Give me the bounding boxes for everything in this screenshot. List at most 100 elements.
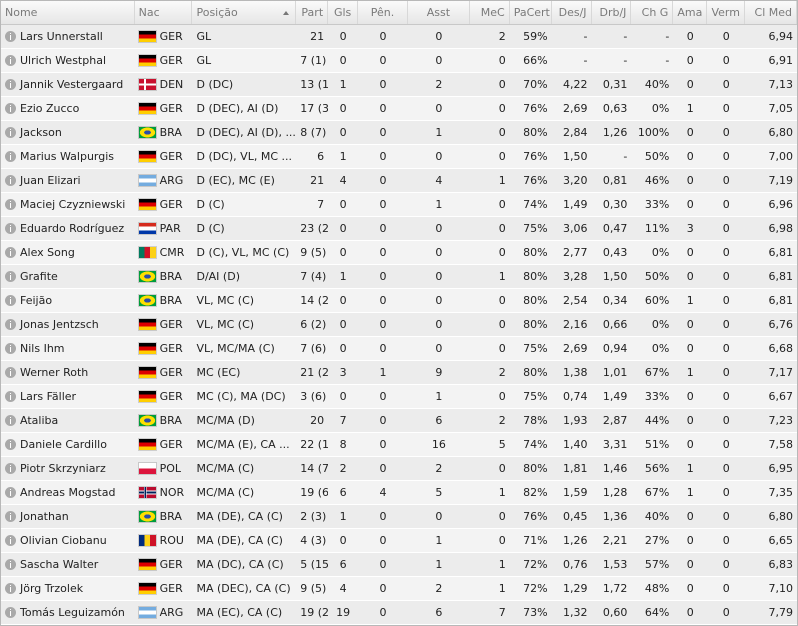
position-cell: D (DEC), AI (D) <box>192 97 296 120</box>
column-header[interactable]: Part <box>296 1 329 24</box>
player-row[interactable]: Jackson BRA D (DEC), AI (D), ... 8 (7) 0 0 1 0 8… <box>1 121 797 145</box>
info-icon[interactable] <box>5 271 16 282</box>
appearances: 7 (1) <box>300 54 327 67</box>
info-icon[interactable] <box>5 295 16 306</box>
info-icon[interactable] <box>5 223 16 234</box>
goals: 0 <box>339 390 347 403</box>
info-icon[interactable] <box>5 127 16 138</box>
tackles-per-game: - <box>583 54 588 67</box>
player-row[interactable]: Juan Elizari ARG D (EC), MC (E) 21 4 0 4 1 76% 3,… <box>1 169 797 193</box>
yellow-cards-cell: 1 <box>673 457 707 480</box>
column-header[interactable]: Cl Med <box>745 1 797 24</box>
player-row[interactable]: Daniele Cardillo GER MC/MA (E), CA ... 22 (… <box>1 433 797 457</box>
column-header[interactable]: PaCert <box>510 1 552 24</box>
player-row[interactable]: Andreas Mogstad NOR MC/MA (C) 19 (6) 6 4 5 1 82%… <box>1 481 797 505</box>
info-icon[interactable] <box>5 31 16 42</box>
pass-pct: 80% <box>523 462 548 475</box>
player-row[interactable]: Alex Song CMR D (C), VL, MC (C) 9 (5) 0 0 0 0 80… <box>1 241 797 265</box>
player-row[interactable]: Werner Roth GER MC (EC) 21 (2) 3 1 9 2 80% 1,38 1,… <box>1 361 797 385</box>
tackles-per-game: 1,93 <box>563 414 588 427</box>
avg-rating-cell: 7,00 <box>745 145 797 168</box>
goals-cell: 0 <box>328 385 358 408</box>
player-row[interactable]: Ulrich Westphal GER GL 7 (1) 0 0 0 0 66% - - - 0 0 6,9… <box>1 49 797 73</box>
info-icon[interactable] <box>5 583 16 594</box>
column-header[interactable]: Posição <box>192 1 297 24</box>
player-row[interactable]: Grafite BRA D/AI (D) 7 (4) 1 0 0 1 80% 3,28 1,50 50… <box>1 265 797 289</box>
column-header[interactable]: Ama <box>673 1 708 24</box>
name: Ataliba <box>20 414 59 427</box>
info-icon[interactable] <box>5 535 16 546</box>
info-icon[interactable] <box>5 319 16 330</box>
name: Jörg Trzolek <box>20 582 84 595</box>
column-header[interactable]: Drb/J <box>592 1 632 24</box>
info-icon[interactable] <box>5 607 16 618</box>
player-row[interactable]: Jonas Jentzsch GER VL, MC (C) 6 (2) 0 0 0 0 80% 2… <box>1 313 797 337</box>
avg-rating: 7,23 <box>768 414 794 427</box>
info-icon[interactable] <box>5 511 16 522</box>
player-row[interactable]: Lars Unnerstall GER GL 21 0 0 0 2 59% - - - 0 0 6,94 <box>1 25 797 49</box>
tackles-per-game-cell: 1,26 <box>552 529 592 552</box>
info-icon[interactable] <box>5 79 16 90</box>
player-row[interactable]: Jörg Trzolek GER MA (DEC), CA (C) 9 (5) 4 0 2 1… <box>1 577 797 601</box>
info-icon[interactable] <box>5 415 16 426</box>
info-icon[interactable] <box>5 175 16 186</box>
info-icon[interactable] <box>5 199 16 210</box>
player-row[interactable]: Marius Walpurgis GER D (DC), VL, MC ... 6 1 0… <box>1 145 797 169</box>
penalties-cell: 0 <box>358 337 408 360</box>
yellow-cards-cell: 0 <box>673 121 707 144</box>
info-icon[interactable] <box>5 151 16 162</box>
nation: CMR <box>159 246 185 259</box>
column-header[interactable]: Pên. <box>358 1 408 24</box>
info-icon[interactable] <box>5 343 16 354</box>
player-row[interactable]: Eduardo Rodríguez PAR D (C) 23 (2) 0 0 0 0 75% 3,… <box>1 217 797 241</box>
info-icon[interactable] <box>5 559 16 570</box>
column-header[interactable]: Nac <box>135 1 193 24</box>
appearances-cell: 21 <box>296 169 328 192</box>
column-header[interactable]: Des/J <box>552 1 592 24</box>
info-icon[interactable] <box>5 367 16 378</box>
name-cell: Marius Walpurgis <box>1 145 135 168</box>
pass-pct: 70% <box>523 78 548 91</box>
penalties-cell: 0 <box>358 601 408 624</box>
player-of-match-cell: 0 <box>470 505 510 528</box>
dribbles-per-game: 1,53 <box>602 558 628 571</box>
player-row[interactable]: Jonathan BRA MA (DE), CA (C) 2 (3) 1 0 0 0 76% 0,… <box>1 505 797 529</box>
info-icon[interactable] <box>5 487 16 498</box>
assists-cell: 0 <box>408 97 470 120</box>
player-row[interactable]: Maciej Czyzniewski GER D (C) 7 0 0 1 0 74% 1,49 0,… <box>1 193 797 217</box>
column-header[interactable]: Nome <box>1 1 135 24</box>
player-row[interactable]: Sascha Walter GER MA (DC), CA (C) 5 (15) 6 0 1… <box>1 553 797 577</box>
player-row[interactable]: Feijão BRA VL, MC (C) 14 (2) 0 0 0 0 80% 2,54 0,34… <box>1 289 797 313</box>
goals-cell: 1 <box>328 505 358 528</box>
player-row[interactable]: Tomás Leguizamón ARG MA (EC), CA (C) 19 (2)… <box>1 601 797 625</box>
info-icon[interactable] <box>5 439 16 450</box>
column-header[interactable]: Verm <box>707 1 746 24</box>
info-icon[interactable] <box>5 463 16 474</box>
tackles-per-game-cell: 2,16 <box>552 313 592 336</box>
avg-rating: 6,81 <box>768 270 794 283</box>
player-row[interactable]: Olivian Ciobanu ROU MA (DE), CA (C) 4 (3) 0 0… <box>1 529 797 553</box>
appearances-cell: 13 (1) <box>296 73 328 96</box>
yellow-cards-cell: 0 <box>673 193 707 216</box>
player-row[interactable]: Lars Fäller GER MC (C), MA (DC) 3 (6) 0 0 1 0 75… <box>1 385 797 409</box>
shot-conversion-cell: 0% <box>631 241 673 264</box>
player-row[interactable]: Piotr Skrzyniarz POL MC/MA (C) 14 (7) 2 0 2 0 80… <box>1 457 797 481</box>
name-cell: Maciej Czyzniewski <box>1 193 135 216</box>
player-row[interactable]: Ataliba BRA MC/MA (D) 20 7 0 6 2 78% 1,93 2,87 44% 0… <box>1 409 797 433</box>
nation-cell: GER <box>135 49 193 72</box>
info-icon[interactable] <box>5 55 16 66</box>
red-cards: 0 <box>722 390 730 403</box>
column-header[interactable]: Asst <box>408 1 470 24</box>
info-icon[interactable] <box>5 247 16 258</box>
column-header[interactable]: MeC <box>470 1 510 24</box>
penalties: 0 <box>379 198 387 211</box>
column-header[interactable]: Gls <box>328 1 359 24</box>
player-row[interactable]: Jannik Vestergaard DEN D (DC) 13 (1) 1 0 2 0 70%… <box>1 73 797 97</box>
player-row[interactable]: Nils Ihm GER VL, MC/MA (C) 7 (6) 0 0 0 0 75% 2,69… <box>1 337 797 361</box>
info-icon[interactable] <box>5 103 16 114</box>
red-cards-cell: 0 <box>707 25 745 48</box>
goals-cell: 0 <box>328 97 358 120</box>
column-header[interactable]: Ch G <box>631 1 674 24</box>
player-row[interactable]: Ezio Zucco GER D (DEC), AI (D) 17 (3) 0 0 0 0 76… <box>1 97 797 121</box>
info-icon[interactable] <box>5 391 16 402</box>
